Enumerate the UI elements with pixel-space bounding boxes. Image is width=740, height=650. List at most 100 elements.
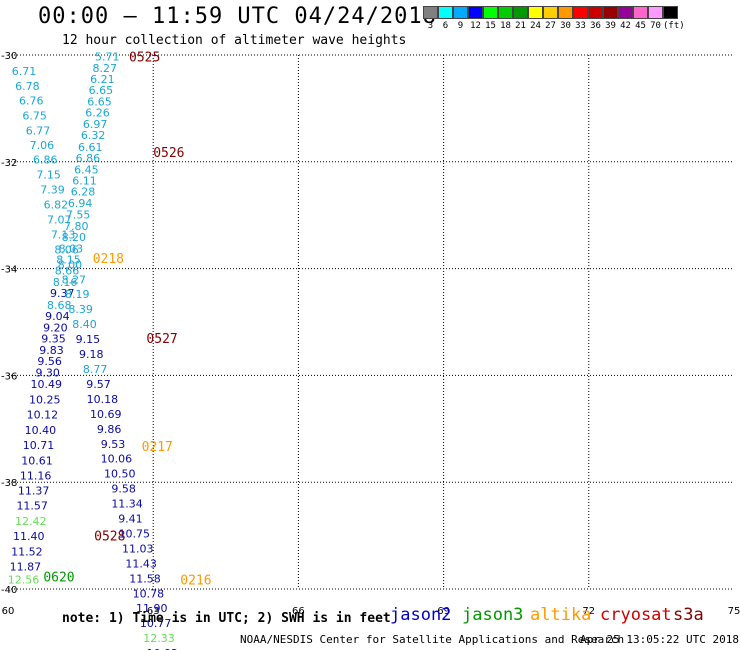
mission-altika: altika xyxy=(530,605,592,625)
wave-height-value: 7.55 xyxy=(66,209,91,222)
wave-height-value: 11.03 xyxy=(122,542,154,555)
y-tick-label: -36 xyxy=(1,371,17,382)
wave-height-value: 6.32 xyxy=(81,129,106,142)
footer-timestamp: Apr 25 13:05:22 UTC 2018 xyxy=(580,633,739,646)
legend-swatch xyxy=(663,6,678,19)
wave-height-value: 8.19 xyxy=(65,288,90,301)
wave-height-value: 12.42 xyxy=(15,515,47,528)
wave-height-value: 11.58 xyxy=(129,572,161,585)
wave-height-value: 8.39 xyxy=(68,303,93,316)
legend-label: 27 xyxy=(545,21,556,31)
wave-height-value: 10.61 xyxy=(21,454,53,467)
wave-height-value: 7.39 xyxy=(40,184,65,197)
track-time-label: 0620 xyxy=(43,571,74,586)
wave-height-value: 8.77 xyxy=(83,363,108,376)
wave-height-value: 9.18 xyxy=(79,348,104,361)
wave-height-value: 10.06 xyxy=(101,453,133,466)
track-time-label: 0217 xyxy=(142,440,173,455)
wave-height-value: 11.37 xyxy=(18,485,50,498)
wave-height-value: 10.40 xyxy=(25,424,57,437)
page-title: 00:00 – 11:59 UTC 04/24/2018 xyxy=(38,4,437,29)
wave-height-value: 9.37 xyxy=(50,287,75,300)
legend-label: 45 xyxy=(635,21,646,31)
wave-height-value: 8.27 xyxy=(93,62,118,75)
legend-swatch xyxy=(423,6,438,19)
wave-height-value: 11.90 xyxy=(136,602,168,615)
legend-label: 3 xyxy=(427,21,434,31)
wave-height-value: 6.94 xyxy=(68,197,93,210)
legend-swatch xyxy=(468,6,483,19)
wave-height-value: 10.92 xyxy=(147,647,179,650)
legend-swatch xyxy=(453,6,468,19)
x-tick-label: 60 xyxy=(2,606,15,617)
wave-height-value: 10.71 xyxy=(23,439,55,452)
x-tick-label: 66 xyxy=(292,606,305,617)
track-time-label: 0526 xyxy=(153,146,184,161)
wave-height-value: 11.57 xyxy=(16,500,48,513)
legend-swatch xyxy=(543,6,558,19)
track-time-label: 0527 xyxy=(146,332,177,347)
legend-swatch xyxy=(498,6,513,19)
legend-swatch xyxy=(438,6,453,19)
wave-height-value: 6.76 xyxy=(19,94,44,107)
wave-height-value: 6.97 xyxy=(83,118,108,131)
wave-height-value: 9.04 xyxy=(45,310,70,323)
wave-height-value: 7.80 xyxy=(64,220,89,233)
legend-swatch xyxy=(483,6,498,19)
wave-height-value: 6.82 xyxy=(44,199,69,212)
wave-height-value: 6.26 xyxy=(85,107,110,120)
legend-swatch xyxy=(648,6,663,19)
wave-height-value: 8.00 xyxy=(58,258,83,271)
wave-height-value: 10.18 xyxy=(87,393,119,406)
legend-label: 33 xyxy=(575,21,586,31)
track-time-label: 0216 xyxy=(180,573,211,588)
wave-height-value: 10.50 xyxy=(104,468,136,481)
legend-label: 15 xyxy=(485,21,496,31)
legend-label: 42 xyxy=(620,21,631,31)
wave-height-value: 6.65 xyxy=(87,95,112,108)
wave-height-value: 10.25 xyxy=(29,393,61,406)
wave-height-value: 8.16 xyxy=(53,276,78,289)
x-tick-label: 72 xyxy=(582,606,595,617)
wave-height-value: 10.49 xyxy=(30,378,62,391)
wave-height-value: 8.03 xyxy=(59,242,84,255)
wave-height-value: 11.87 xyxy=(10,561,42,574)
legend-swatch xyxy=(573,6,588,19)
wave-height-value: 9.83 xyxy=(39,344,64,357)
x-tick-label: 69 xyxy=(437,606,450,617)
wave-height-value: 6.45 xyxy=(74,163,99,176)
wave-height-value: 8.40 xyxy=(72,318,97,331)
legend-label: 70 xyxy=(650,21,661,31)
wave-height-value: 9.41 xyxy=(118,513,143,526)
wave-height-value: 9.35 xyxy=(41,333,66,346)
legend-swatch xyxy=(513,6,528,19)
legend-label: 18 xyxy=(500,21,511,31)
wave-height-value: 6.78 xyxy=(15,80,40,93)
mission-jason2: jason2 xyxy=(390,605,452,625)
legend-labels: 3 6 9 12 15 18 21 24 27 30 33 36 39 42 4… xyxy=(423,21,685,31)
wave-height-value: 9.53 xyxy=(101,438,126,451)
y-tick-label: -40 xyxy=(1,585,17,596)
track-time-label: 0525 xyxy=(129,51,160,66)
legend-label: 39 xyxy=(605,21,616,31)
wave-height-value: 10.77 xyxy=(140,617,172,630)
wave-height-value: 10.69 xyxy=(90,408,122,421)
wave-height-value: 7.06 xyxy=(30,139,55,152)
wave-height-value: 6.86 xyxy=(76,152,101,165)
track-time-label: 0528 xyxy=(94,530,125,545)
wave-height-value: 5.71 xyxy=(95,51,120,64)
y-tick-label: -30 xyxy=(1,51,17,62)
legend-swatch xyxy=(528,6,543,19)
wave-height-value: 8.20 xyxy=(62,231,87,244)
wave-height-value: 9.56 xyxy=(37,355,62,368)
legend-label: 21 xyxy=(515,21,526,31)
wave-height-value: 12.56 xyxy=(8,573,40,586)
wave-height-value: 8.68 xyxy=(47,299,72,312)
wave-height-value: 9.58 xyxy=(111,483,136,496)
mission-s3a: s3a xyxy=(673,605,704,625)
wave-height-value: 8.66 xyxy=(55,265,80,278)
mission-cryosat: cryosat xyxy=(600,605,672,625)
wave-height-value: 11.52 xyxy=(11,546,43,559)
legend-label: 12 xyxy=(470,21,481,31)
